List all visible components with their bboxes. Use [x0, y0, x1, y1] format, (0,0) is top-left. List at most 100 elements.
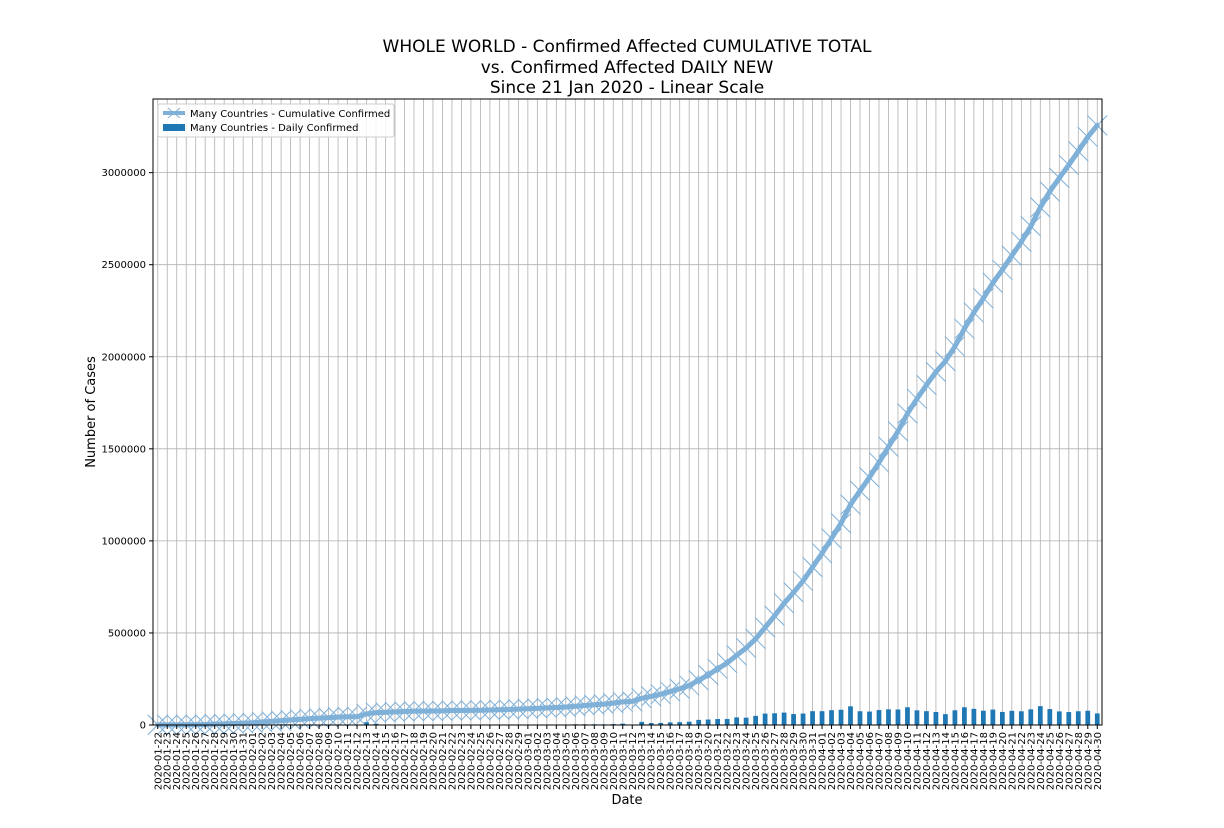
daily-bar [800, 713, 806, 725]
x-tick-label: 2020-04-03 [837, 732, 848, 790]
cumulative-point [289, 708, 311, 730]
x-tick-label: 2020-04-09 [893, 732, 904, 790]
cumulative-point [232, 712, 254, 734]
x-tick-label: 2020-03-15 [656, 732, 667, 790]
daily-bar [753, 715, 758, 725]
daily-bar [990, 709, 996, 725]
x-tick-label: 2020-02-13 [362, 732, 373, 790]
x-tick-label: 2020-01-28 [210, 732, 221, 790]
x-tick-label: 2020-01-30 [229, 732, 240, 790]
cumulative-point [811, 542, 833, 564]
cumulative-point [887, 420, 909, 442]
x-tick-label: 2020-02-09 [324, 732, 335, 790]
x-axis-ticks: 2020-01-222020-01-232020-01-242020-01-25… [153, 725, 1104, 790]
x-tick-label: 2020-03-31 [808, 732, 819, 790]
daily-bar [791, 714, 796, 725]
x-tick-label: 2020-03-26 [761, 732, 772, 790]
x-tick-label: 2020-02-25 [476, 732, 487, 790]
daily-bar [895, 709, 901, 725]
cumulative-point [327, 706, 349, 728]
x-tick-label: 2020-04-12 [922, 732, 933, 790]
x-tick-label: 2020-03-27 [770, 732, 781, 790]
cumulative-point [1086, 115, 1108, 136]
cumulative-point [840, 494, 861, 515]
daily-bar [848, 706, 853, 725]
cumulative-point [346, 706, 368, 728]
cumulative-point [574, 695, 596, 716]
x-tick-label: 2020-04-18 [979, 732, 990, 790]
x-tick-label: 2020-04-10 [903, 732, 914, 790]
cumulative-point [413, 700, 434, 722]
daily-bar [819, 711, 825, 725]
x-tick-label: 2020-02-18 [409, 732, 420, 790]
cumulative-point [451, 700, 472, 721]
x-axis-label: Date [611, 793, 642, 808]
x-tick-label: 2020-04-02 [827, 732, 838, 790]
cumulative-point [270, 710, 292, 731]
x-tick-label: 2020-04-24 [1036, 732, 1047, 790]
cumulative-point [992, 259, 1013, 281]
x-tick-label: 2020-02-20 [428, 732, 439, 790]
x-tick-label: 2020-03-10 [609, 732, 620, 790]
x-tick-label: 2020-02-04 [277, 732, 288, 790]
cumulative-point [1067, 140, 1089, 162]
cumulative-point [441, 700, 463, 721]
daily-bar [1085, 710, 1091, 725]
x-tick-label: 2020-04-20 [998, 732, 1009, 790]
daily-bar [933, 711, 939, 725]
x-tick-label: 2020-04-04 [846, 732, 857, 790]
daily-bar [1037, 706, 1043, 725]
cumulative-point [821, 528, 842, 549]
daily-bar [686, 721, 692, 725]
x-tick-label: 2020-03-05 [561, 732, 572, 790]
legend-bar-swatch [163, 124, 185, 131]
daily-bar [667, 722, 673, 725]
x-tick-label: 2020-03-28 [780, 732, 791, 790]
cumulative-point [802, 556, 823, 578]
x-tick-label: 2020-02-06 [296, 732, 307, 790]
daily-bar [734, 717, 740, 725]
cumulative-point [204, 713, 226, 735]
cumulative-point [422, 700, 444, 722]
x-tick-label: 2020-03-12 [628, 732, 639, 790]
x-tick-label: 2020-01-25 [182, 732, 193, 790]
cumulative-point [916, 374, 937, 396]
x-tick-label: 2020-02-24 [466, 732, 477, 790]
x-tick-label: 2020-04-19 [988, 732, 999, 790]
x-tick-label: 2020-04-17 [969, 732, 980, 790]
x-tick-label: 2020-02-01 [248, 732, 259, 790]
daily-bar [743, 717, 749, 725]
y-tick-label: 2500000 [101, 260, 146, 271]
cumulative-point [564, 695, 586, 717]
daily-bar [981, 710, 986, 725]
x-tick-label: 2020-02-23 [457, 732, 468, 790]
cumulative-point [792, 570, 814, 592]
daily-bar [838, 709, 844, 725]
x-tick-label: 2020-03-21 [713, 732, 724, 790]
daily-bar [1047, 709, 1053, 725]
x-tick-label: 2020-04-22 [1017, 732, 1028, 790]
x-tick-label: 2020-04-08 [884, 732, 895, 790]
cumulative-point [716, 652, 738, 674]
daily-bar [962, 707, 967, 725]
x-tick-label: 2020-02-17 [400, 732, 411, 790]
x-tick-label: 2020-02-12 [353, 732, 364, 790]
cumulative-point [764, 605, 785, 627]
x-tick-label: 2020-02-27 [495, 732, 506, 790]
cumulative-point [1039, 181, 1061, 202]
cumulative-point [1048, 167, 1070, 189]
daily-bar [943, 714, 948, 725]
daily-bar [762, 713, 768, 725]
cumulative-point [375, 701, 396, 723]
cumulative-point [621, 691, 643, 712]
cumulative-point [479, 699, 501, 721]
daily-bar [924, 711, 929, 725]
plot-frame [152, 98, 1103, 726]
cumulative-point [251, 711, 273, 733]
cumulative-point [194, 714, 216, 735]
daily-bar [867, 711, 872, 725]
daily-bar [1094, 713, 1100, 725]
daily-bar [373, 723, 379, 725]
x-tick-label: 2020-03-23 [732, 732, 743, 790]
cumulative-series-line [155, 122, 1100, 728]
